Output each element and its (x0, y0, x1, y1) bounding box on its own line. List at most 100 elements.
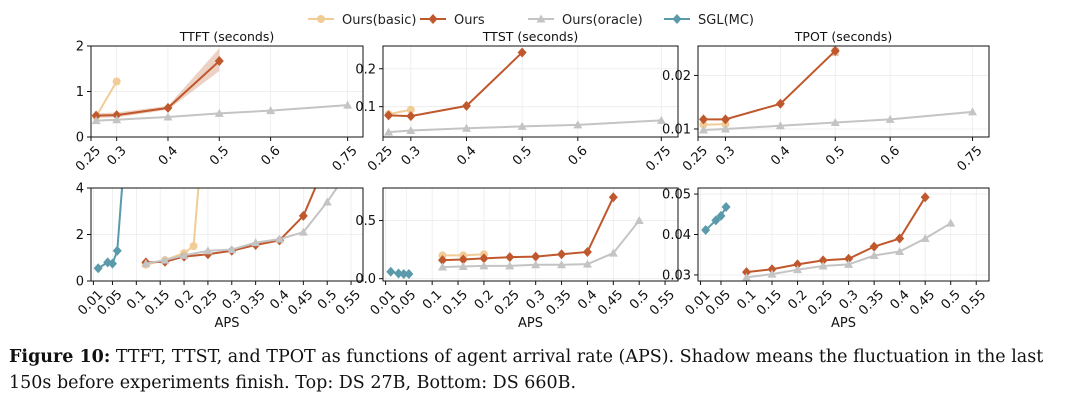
data-point (775, 98, 785, 109)
y-tick-label: 0.01 (662, 122, 691, 137)
x-tick-label: 0.75 (954, 143, 985, 174)
data-point (112, 110, 122, 121)
data-point (479, 261, 489, 270)
data-point (298, 210, 308, 221)
x-tick-label: 0.4 (156, 143, 181, 168)
data-point (406, 126, 416, 135)
x-tick-label: 0.25 (190, 287, 221, 318)
x-tick-label: 0.55 (333, 287, 364, 318)
data-point (461, 123, 471, 132)
x-tick-label: 0.05 (388, 287, 419, 318)
y-tick-label: 0.02 (662, 69, 691, 84)
x-tick-label: 0.4 (454, 143, 479, 168)
data-point (227, 245, 237, 254)
legend-item: SGL(MC) (664, 13, 754, 28)
data-point (163, 112, 173, 121)
series-sgl-mc (93, 188, 124, 274)
data-point (793, 259, 803, 270)
data-point (298, 227, 308, 236)
series-ours (698, 46, 840, 125)
data-point (479, 253, 489, 264)
chart-panel: TTST (seconds) 0.1 0.2 0.25 0.3 0.4 0.5 0.6 0.75 (355, 29, 679, 175)
data-point (214, 56, 224, 67)
x-tick-label: 0.25 (365, 143, 396, 174)
data-point (608, 192, 618, 203)
data-point (968, 107, 978, 116)
data-point (163, 102, 173, 113)
data-point (767, 269, 777, 278)
caption-label: Figure 10: (9, 347, 111, 367)
x-tick-label: 0.25 (805, 287, 836, 318)
data-point (343, 100, 353, 109)
plot-area (386, 192, 644, 280)
data-point (112, 115, 122, 124)
x-tick-label: 0.15 (142, 287, 173, 318)
data-point (386, 266, 396, 277)
x-axis-label: APS (518, 316, 543, 331)
data-point (698, 114, 708, 125)
chart-title: TTST (seconds) (482, 29, 578, 44)
data-point (91, 116, 101, 125)
data-point (384, 127, 394, 136)
plot-area (93, 188, 338, 274)
x-tick-label: 0.55 (958, 287, 989, 318)
data-point (699, 120, 708, 129)
data-point (818, 255, 828, 266)
x-tick-label: 0.25 (73, 143, 104, 174)
data-point (322, 197, 332, 206)
legend-marker (672, 14, 682, 24)
data-point (701, 225, 711, 236)
data-point (517, 121, 527, 130)
chart-panel: 0.00.50.010.05 0.10.15 0.20.25 0.30.35 0.40.… (355, 187, 679, 331)
series-ours-oracle (384, 115, 666, 136)
series-ours (141, 188, 317, 268)
y-tick-label: 2 (76, 228, 84, 243)
chart-panel: 0240.010.050.10.150.20.250.30.350.40.450… (75, 182, 364, 332)
y-tick-label: 0.2 (355, 62, 376, 77)
series-line (97, 188, 124, 270)
data-point (251, 238, 261, 247)
data-point (830, 46, 840, 56)
data-point (266, 106, 276, 115)
y-tick-label: 2 (76, 40, 84, 55)
x-axis-label: APS (831, 316, 856, 331)
data-point (557, 260, 567, 269)
legend-marker (428, 14, 438, 24)
x-tick-label: 0.6 (258, 143, 283, 168)
data-point (582, 259, 592, 268)
x-tick-label: 0.4 (768, 143, 793, 168)
axes-frame (697, 45, 990, 138)
data-point (399, 269, 409, 280)
y-tick-label: 0.05 (662, 188, 691, 203)
legend: Ours(basic) Ours Ours(oracle) SGL(MC) (308, 13, 754, 28)
data-point (793, 265, 803, 274)
plot-area (701, 192, 956, 281)
data-point (112, 77, 121, 86)
data-point (920, 234, 930, 243)
plot-area (698, 46, 978, 134)
x-tick-label: 0.55 (647, 287, 678, 318)
data-point (458, 261, 468, 270)
series-ours-basic (699, 120, 730, 129)
series-line (704, 206, 727, 231)
series-line (96, 104, 348, 122)
x-tick-label: 0.6 (878, 143, 903, 168)
series-ours-oracle (698, 107, 978, 134)
series-line (388, 119, 662, 134)
x-tick-label: 0.35 (544, 287, 575, 318)
series-ours (742, 192, 930, 278)
data-point (869, 241, 879, 252)
series-sgl-mc (701, 202, 731, 236)
series-sgl-mc (386, 266, 414, 280)
data-point (91, 110, 101, 121)
chart-title: TTFT (seconds) (179, 29, 274, 44)
data-point (869, 251, 879, 260)
series-line (703, 110, 973, 132)
y-tick-label: 0 (76, 131, 84, 146)
data-point (844, 253, 854, 264)
data-point (112, 245, 122, 256)
data-point (274, 234, 284, 243)
y-tick-label: 1 (76, 85, 84, 100)
x-tick-label: 0.15 (754, 287, 785, 318)
